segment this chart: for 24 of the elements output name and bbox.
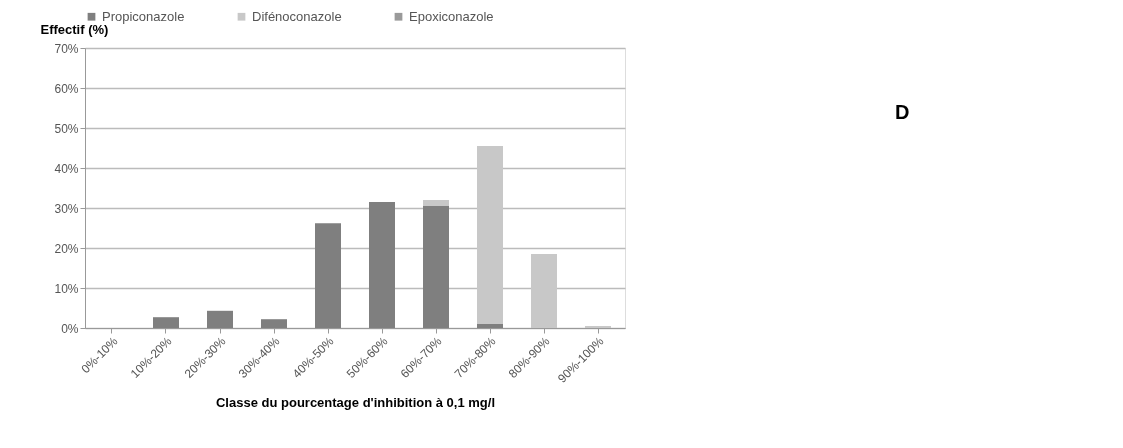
y-tick-label: 70% — [54, 41, 79, 56]
bar — [315, 223, 341, 328]
bar — [153, 317, 179, 328]
y-axis-title: Effectif (%) — [40, 21, 109, 37]
text: D — [895, 101, 910, 123]
x-axis-title: Classe du pourcentage d'inhibition à 0,1 mg/l — [215, 394, 496, 410]
bar — [531, 254, 557, 328]
bar — [477, 324, 503, 328]
legend-label: Difénoconazole — [252, 8, 342, 24]
y-tick-label: 0% — [61, 321, 79, 336]
y-tick-label: 10% — [54, 281, 79, 296]
bar — [207, 310, 233, 328]
y-tick-label: 50% — [54, 121, 79, 136]
y-tick-label: 60% — [54, 81, 79, 96]
bar — [369, 202, 395, 328]
y-tick-label: 30% — [54, 201, 79, 216]
bar — [261, 319, 287, 328]
y-tick-label: 20% — [54, 241, 79, 256]
legend-label: Propiconazole — [102, 8, 185, 24]
y-tick-label: 40% — [54, 161, 79, 176]
bar — [477, 146, 503, 324]
bar — [423, 200, 449, 206]
bar — [423, 206, 449, 328]
legend-label: Epoxiconazole — [409, 8, 494, 24]
